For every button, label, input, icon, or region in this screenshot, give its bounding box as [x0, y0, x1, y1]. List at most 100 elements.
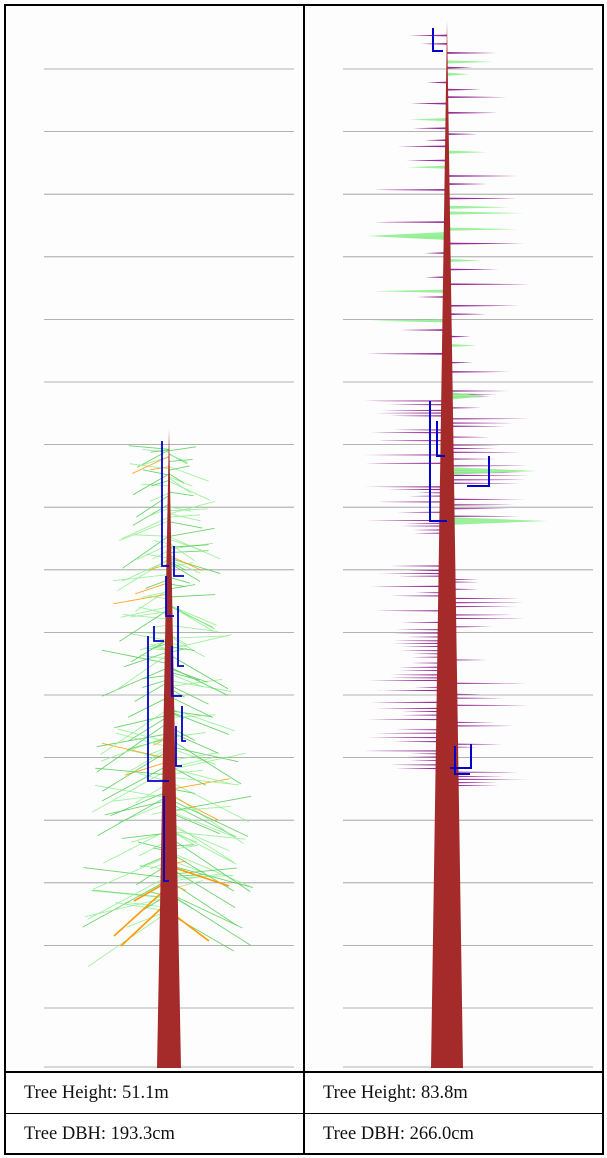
green-branch: [447, 343, 477, 348]
needle-spray: [168, 746, 239, 763]
needle-spray: [168, 752, 246, 771]
needle-spray: [116, 732, 170, 748]
purple-branch: [447, 111, 498, 114]
purple-branch: [447, 390, 510, 392]
purple-branch: [400, 621, 447, 624]
needle-spray: [117, 728, 170, 743]
purple-branch: [447, 743, 502, 745]
reiterated-stem: [153, 626, 164, 642]
purple-branch: [390, 595, 447, 597]
tree-panel-left: [6, 6, 303, 1071]
needle-spray: [168, 521, 203, 529]
needle-spray: [168, 798, 249, 837]
purple-branch: [447, 451, 521, 453]
needle-spray: [168, 480, 211, 501]
purple-branch: [447, 335, 471, 338]
needle-spray: [168, 873, 224, 882]
reiterated-stem: [432, 28, 443, 52]
needle-spray: [95, 767, 170, 776]
needle-spray: [147, 563, 170, 571]
purple-branch: [406, 636, 447, 638]
needle-spray: [129, 633, 170, 641]
needle-spray: [168, 867, 236, 908]
needle-spray: [100, 735, 170, 762]
reiterated-stem: [450, 744, 472, 769]
purple-branch: [447, 283, 531, 286]
needle-spray: [134, 534, 170, 537]
purple-branch: [389, 677, 447, 679]
purple-branch: [447, 597, 520, 600]
reiterated-stem: [175, 726, 182, 767]
purple-branch: [367, 352, 447, 355]
needle-spray: [135, 582, 170, 595]
purple-branch: [392, 642, 447, 645]
green-branch: [447, 392, 487, 400]
needle-spray: [168, 562, 194, 568]
needle-spray: [119, 608, 170, 642]
purple-branch: [447, 370, 511, 373]
tree-height-right: Tree Height: 83.8m: [323, 1083, 468, 1103]
purple-branch: [408, 34, 447, 37]
purple-branch: [447, 778, 530, 781]
needle-spray: [97, 795, 170, 836]
needle-spray: [168, 501, 215, 515]
purple-branch: [413, 529, 447, 531]
purple-branch: [447, 704, 529, 707]
needle-spray: [168, 707, 235, 732]
purple-branch: [395, 767, 447, 770]
purple-branch: [377, 572, 447, 575]
purple-branch: [393, 640, 447, 642]
needle-spray: [168, 550, 209, 554]
purple-branch: [362, 454, 447, 456]
purple-branch: [447, 682, 527, 685]
purple-branch: [410, 102, 447, 105]
needle-spray: [168, 544, 209, 548]
reiterated-stem: [181, 706, 186, 742]
reiterated-stem: [147, 636, 169, 782]
purple-branch: [363, 750, 447, 752]
purple-branch: [447, 515, 520, 517]
needle-spray: [168, 738, 242, 785]
reiterated-stem: [454, 746, 470, 775]
needle-spray: [168, 851, 252, 888]
needle-spray: [168, 604, 214, 632]
purple-branch: [375, 610, 447, 612]
green-branch: [372, 289, 447, 293]
green-branch: [367, 232, 447, 240]
needle-spray: [103, 829, 170, 864]
purple-branch: [393, 429, 447, 431]
needle-spray: [168, 695, 214, 718]
needle-spray: [168, 506, 192, 512]
purple-branch: [389, 764, 447, 766]
needle-spray: [141, 590, 170, 598]
needle-spray: [168, 667, 208, 683]
tree-height-left: Tree Height: 51.1m: [24, 1083, 169, 1103]
green-branch: [409, 117, 447, 122]
reiterated-stem: [165, 576, 174, 617]
purple-branch: [447, 52, 497, 54]
purple-branch: [393, 632, 447, 634]
row-divider: [4, 1113, 604, 1114]
needle-spray: [168, 671, 201, 681]
purple-branch: [447, 425, 506, 427]
needle-spray: [168, 794, 220, 821]
purple-branch: [407, 569, 447, 572]
purple-branch: [367, 679, 447, 682]
needle-spray: [142, 469, 170, 476]
needle-spray: [95, 784, 170, 799]
purple-branch: [447, 725, 515, 727]
purple-branch: [447, 66, 473, 69]
needle-spray: [123, 614, 170, 620]
needle-spray: [168, 810, 233, 837]
column-divider: [303, 4, 305, 1155]
needle-spray: [168, 811, 220, 835]
purple-branch: [447, 601, 524, 604]
purple-branch: [447, 88, 481, 91]
purple-branch: [374, 732, 447, 734]
tree-diagram-right: [343, 20, 593, 1068]
purple-branch: [398, 666, 447, 668]
needle-spray: [168, 491, 194, 497]
purple-branch: [447, 175, 519, 177]
needle-spray: [168, 710, 229, 735]
needle-spray: [168, 557, 221, 574]
